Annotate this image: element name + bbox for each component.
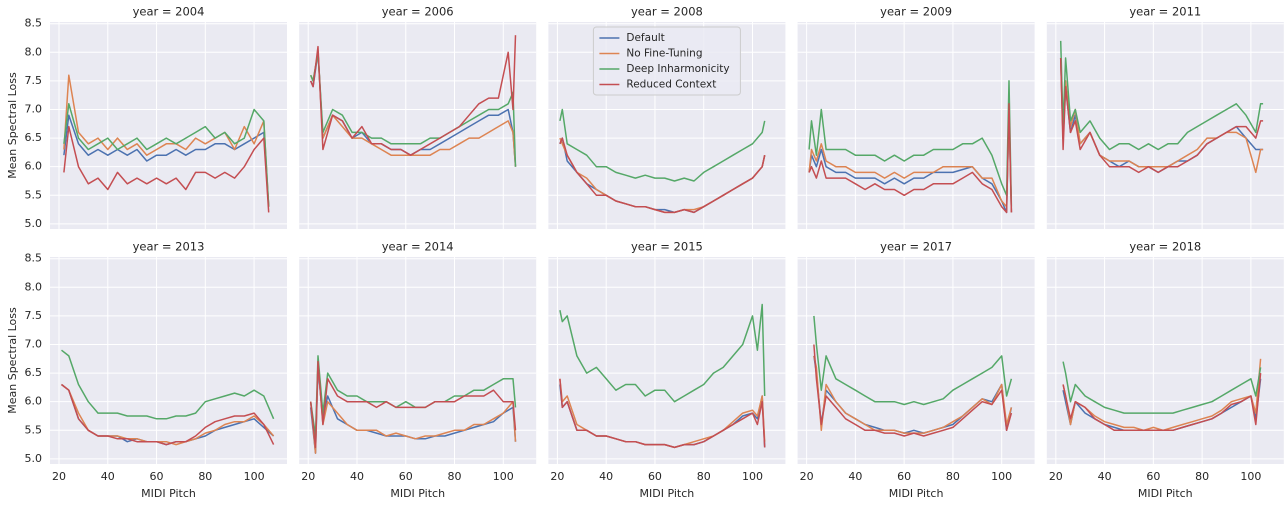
x-tick-label: 40 — [350, 470, 364, 483]
series-line — [813, 344, 1013, 437]
y-tick-label: 5.0 — [25, 217, 43, 230]
y-axis-label: Mean Spectral Loss — [6, 72, 19, 179]
series-line — [1059, 40, 1264, 151]
y-tick-label: 7.0 — [25, 337, 43, 350]
y-tick-label: 8.5 — [25, 252, 43, 265]
y-tick-label: 7.5 — [25, 309, 43, 322]
series-line — [1059, 57, 1264, 174]
x-tick-label: 80 — [198, 470, 212, 483]
y-tick-label: 7.5 — [25, 74, 43, 87]
x-tick-label: 100 — [244, 470, 265, 483]
plot-area — [50, 22, 287, 229]
y-axis-label: Mean Spectral Loss — [6, 307, 19, 414]
series-line — [808, 108, 1013, 214]
y-tick-label: 5.5 — [25, 188, 43, 201]
panel-title: year = 2014 — [382, 240, 454, 254]
plot-area — [299, 257, 537, 464]
plot-area — [299, 22, 537, 229]
x-tick-label: 20 — [800, 470, 814, 483]
series-line — [559, 303, 766, 403]
x-tick-label: 40 — [101, 470, 115, 483]
y-tick-label: 7.0 — [25, 102, 43, 115]
plot-area — [797, 22, 1035, 229]
y-tick-label: 8.5 — [25, 17, 43, 30]
legend-label: Deep Inharmonicity — [626, 63, 729, 75]
series-line — [559, 108, 766, 182]
x-tick-label: 20 — [301, 470, 315, 483]
x-tick-label: 80 — [946, 470, 960, 483]
x-tick-label: 60 — [1146, 470, 1160, 483]
legend-label: Default — [626, 32, 664, 44]
y-tick-label: 6.0 — [25, 160, 43, 173]
x-tick-label: 20 — [550, 470, 564, 483]
series-line — [309, 355, 517, 437]
series-line — [813, 355, 1013, 434]
y-tick-label: 6.5 — [25, 131, 43, 144]
series-line — [310, 51, 517, 167]
panel-title: year = 2009 — [880, 5, 952, 19]
panel-title: year = 2015 — [631, 240, 703, 254]
series-line — [808, 103, 1013, 214]
x-tick-label: 80 — [448, 470, 462, 483]
y-tick-label: 5.5 — [25, 423, 43, 436]
x-tick-label: 100 — [742, 470, 763, 483]
plot-area — [548, 257, 786, 464]
x-tick-label: 80 — [1195, 470, 1209, 483]
x-tick-label: 40 — [599, 470, 613, 483]
x-axis-label: MIDI Pitch — [141, 487, 196, 500]
plot-area — [50, 257, 287, 464]
y-tick-label: 6.0 — [25, 395, 43, 408]
x-tick-label: 60 — [150, 470, 164, 483]
x-tick-label: 100 — [493, 470, 514, 483]
x-tick-label: 100 — [991, 470, 1012, 483]
x-tick-label: 60 — [399, 470, 413, 483]
panel-title: year = 2011 — [1129, 5, 1201, 19]
x-tick-label: 40 — [848, 470, 862, 483]
x-tick-label: 40 — [1098, 470, 1112, 483]
x-axis-label: MIDI Pitch — [390, 487, 445, 500]
series-line — [61, 383, 275, 446]
series-line — [310, 35, 517, 156]
y-tick-label: 8.0 — [25, 45, 43, 58]
series-line — [559, 378, 766, 449]
y-tick-label: 8.0 — [25, 280, 43, 293]
series-line — [63, 103, 270, 207]
panel-title: year = 2004 — [133, 5, 205, 19]
panel-title: year = 2018 — [1129, 240, 1201, 254]
series-line — [1062, 361, 1262, 414]
series-line — [808, 108, 1013, 213]
series-line — [63, 125, 270, 213]
panel-title: year = 2017 — [880, 240, 952, 254]
series-line — [309, 360, 517, 449]
panel-title: year = 2013 — [133, 240, 205, 254]
series-line — [813, 315, 1013, 406]
series-line — [309, 360, 517, 454]
legend-box — [592, 26, 741, 96]
x-tick-label: 20 — [1049, 470, 1063, 483]
plot-area — [1046, 257, 1284, 464]
panel-title: year = 2008 — [631, 5, 703, 19]
series-line — [808, 80, 1013, 207]
series-line — [1062, 373, 1262, 432]
x-tick-label: 60 — [648, 470, 662, 483]
y-tick-label: 5.0 — [25, 452, 43, 465]
x-tick-label: 20 — [52, 470, 66, 483]
legend-label: No Fine-Tuning — [626, 48, 702, 60]
x-tick-label: 60 — [897, 470, 911, 483]
legend-label: Reduced Context — [626, 79, 716, 91]
plot-area — [1046, 22, 1284, 229]
panel-title: year = 2006 — [382, 5, 454, 19]
x-tick-label: 80 — [697, 470, 711, 483]
x-axis-label: MIDI Pitch — [889, 487, 944, 500]
series-line — [61, 349, 275, 420]
x-tick-label: 100 — [1240, 470, 1261, 483]
x-axis-label: MIDI Pitch — [1138, 487, 1193, 500]
x-axis-label: MIDI Pitch — [640, 487, 695, 500]
plot-area — [797, 257, 1035, 464]
series-line — [63, 114, 270, 207]
y-tick-label: 6.5 — [25, 366, 43, 379]
series-line — [559, 137, 766, 214]
